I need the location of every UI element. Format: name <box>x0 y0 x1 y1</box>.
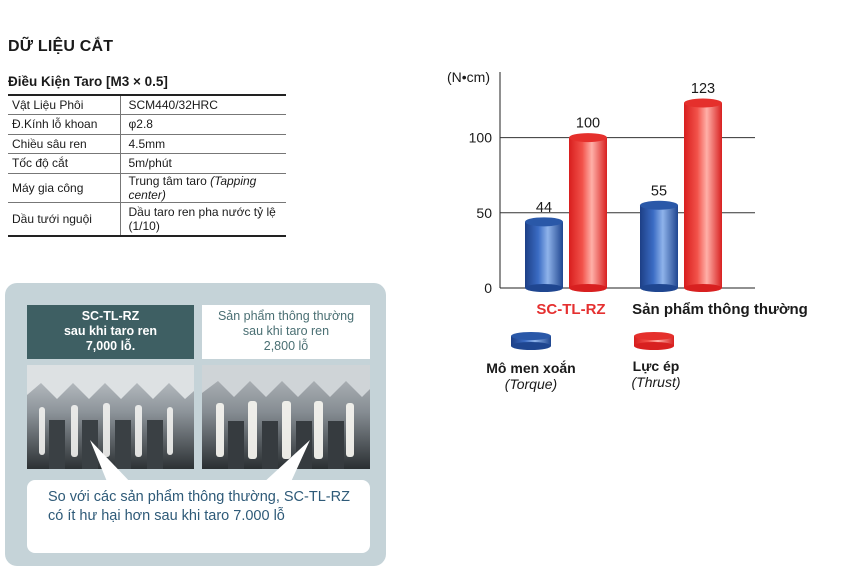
data-label: 123 <box>691 81 715 97</box>
bar-base <box>569 284 607 292</box>
table-row: Tốc độ cắt 5m/phút <box>8 153 286 174</box>
bar-body <box>640 205 678 288</box>
bar <box>684 98 722 292</box>
y-tick-label: 100 <box>469 130 493 146</box>
bar-cap <box>640 200 678 210</box>
callout-text: So với các sản phẩm thông thường, SC-TL-… <box>48 489 350 524</box>
bar-base <box>525 284 563 292</box>
row-label: Tốc độ cắt <box>8 153 121 174</box>
unit-label: (N•cm) <box>447 69 490 85</box>
row-value: 4.5mm <box>120 134 286 154</box>
legend-thrust-icon <box>634 332 674 350</box>
table-row: Đ.Kính lỗ khoan φ2.8 <box>8 114 286 135</box>
row-label: Đ.Kính lỗ khoan <box>8 114 121 135</box>
photo-caption-conventional: Sản phẩm thông thường sau khi taro ren 2… <box>202 305 370 359</box>
y-tick-label: 50 <box>476 205 492 221</box>
data-label: 44 <box>536 200 552 216</box>
row-label: Vật Liệu Phôi <box>8 94 121 115</box>
category-label: Sản phẩm thông thường <box>632 301 808 318</box>
data-label: 55 <box>651 183 667 199</box>
legend-thrust: Lực ép (Thrust) <box>631 358 681 390</box>
bar-cap <box>525 217 563 227</box>
table-row: Chiều sâu ren 4.5mm <box>8 134 286 154</box>
bar-cap <box>569 133 607 143</box>
row-value: SCM440/32HRC <box>120 94 286 115</box>
row-label: Chiều sâu ren <box>8 134 121 154</box>
row-value: Trung tâm taro (Tapping center) <box>120 173 286 203</box>
data-label: 100 <box>576 116 600 132</box>
row-note: (Tapping center) <box>128 173 257 202</box>
conditions-title: Điều Kiện Taro [M3 × 0.5] <box>8 74 168 89</box>
bar <box>525 217 563 292</box>
table-row: Dầu tưới nguội Dầu taro ren pha nước tỷ … <box>8 202 286 237</box>
legend-torque-icon <box>511 332 551 350</box>
photo-caption-sc-tl-rz: SC-TL-RZ sau khi taro ren 7,000 lỗ. <box>27 305 194 359</box>
table-row: Máy gia công Trung tâm taro (Tapping cen… <box>8 173 286 203</box>
row-label: Máy gia công <box>8 173 121 203</box>
callout-bubble <box>27 480 370 553</box>
bar-body <box>684 103 722 289</box>
row-value: 5m/phút <box>120 153 286 174</box>
row-value: Dầu taro ren pha nước tỷ lệ (1/10) <box>120 202 286 237</box>
bar-body <box>525 221 563 288</box>
bar <box>569 133 607 292</box>
bar-base <box>684 284 722 292</box>
bar-base <box>640 284 678 292</box>
row-value: φ2.8 <box>120 114 286 135</box>
conditions-table: Vật Liệu Phôi SCM440/32HRC Đ.Kính lỗ kho… <box>8 94 286 237</box>
y-tick-label: 0 <box>484 280 492 296</box>
page-title: DỮ LIỆU CẮT <box>8 38 114 55</box>
row-label: Dầu tưới nguội <box>8 202 121 237</box>
legend-torque: Mô men xoắn (Torque) <box>486 360 576 392</box>
bar-body <box>569 137 607 288</box>
bar-cap <box>684 98 722 108</box>
table-row: Vật Liệu Phôi SCM440/32HRC <box>8 94 286 115</box>
category-label: SC-TL-RZ <box>536 301 605 318</box>
bar <box>640 200 678 292</box>
